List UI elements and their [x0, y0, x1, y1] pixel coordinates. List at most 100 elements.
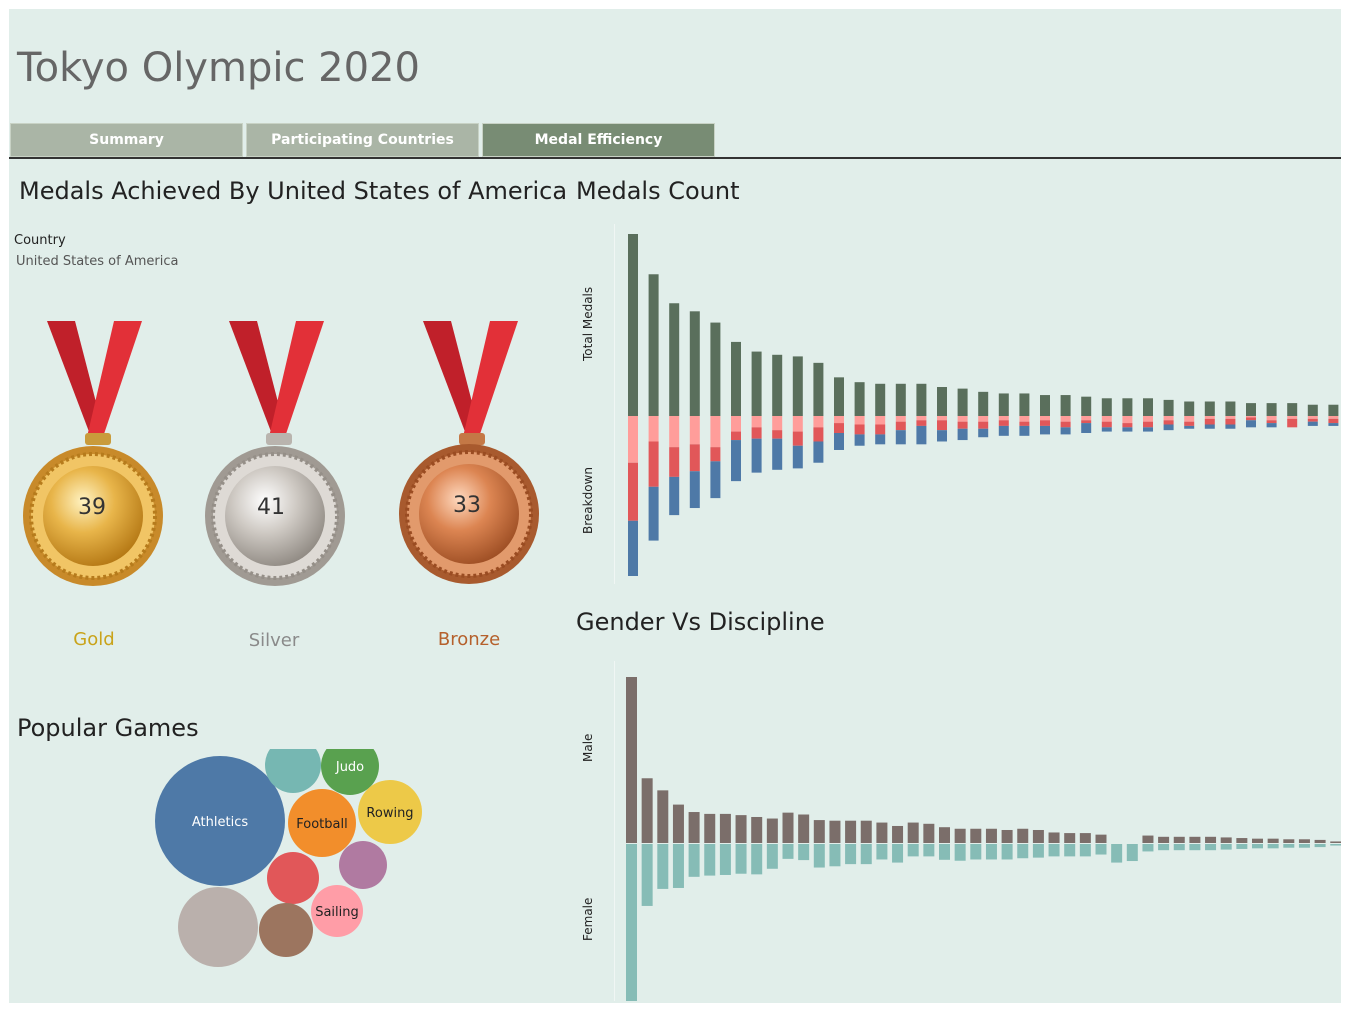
male-bar: [1079, 833, 1091, 843]
total-bar: [895, 383, 906, 416]
total-bar: [916, 383, 927, 416]
female-bar: [798, 844, 810, 861]
female-bar: [985, 844, 997, 860]
total-bar: [751, 351, 762, 416]
gold-breakdown-bar: [1204, 424, 1215, 429]
total-bar: [1060, 395, 1071, 416]
gold-breakdown-bar: [854, 434, 865, 446]
gold-breakdown-bar: [648, 486, 659, 541]
gold-breakdown-bar: [1101, 427, 1112, 432]
bronze-breakdown-bar: [1204, 416, 1215, 419]
silver-breakdown-bar: [1328, 418, 1339, 424]
bubble-label: Football: [296, 817, 347, 832]
bronze-breakdown-bar: [1081, 416, 1092, 421]
bronze-breakdown-bar: [1163, 416, 1174, 421]
female-bar: [704, 844, 716, 876]
total-bar: [834, 377, 844, 416]
male-bar: [719, 813, 731, 843]
total-bar: [1225, 401, 1236, 416]
male-bar: [892, 825, 904, 843]
tab-summary[interactable]: Summary: [10, 123, 243, 157]
female-bar: [1079, 844, 1091, 857]
female-bar: [970, 844, 982, 860]
gold-breakdown-bar: [1019, 425, 1030, 436]
bronze-breakdown-bar: [648, 416, 659, 442]
gold-breakdown-bar: [937, 430, 947, 442]
bronze-breakdown-bar: [1060, 416, 1071, 422]
bronze-breakdown-bar: [1122, 416, 1133, 424]
breakdown-axis-label: Breakdown: [581, 467, 595, 534]
silver-breakdown-bar: [895, 421, 906, 431]
total-bar: [731, 341, 741, 416]
total-bar: [1246, 403, 1256, 416]
female-bar: [860, 844, 872, 865]
male-bar: [923, 823, 935, 843]
tab-participating-countries[interactable]: Participating Countries: [246, 123, 479, 157]
male-bar: [876, 822, 888, 843]
popular-games-bubble-chart: Athletics Judo Football Rowing Sailing: [155, 749, 422, 967]
gold-count: 39: [78, 495, 106, 520]
silver-breakdown-bar: [731, 431, 741, 441]
tab-medal-efficiency[interactable]: Medal Efficiency: [482, 123, 715, 157]
gold-breakdown-bar: [1184, 425, 1195, 429]
gold-breakdown-bar: [669, 476, 680, 516]
female-bar: [688, 844, 700, 877]
female-bar: [641, 844, 653, 906]
bubble-unlabeled-6: [339, 841, 387, 889]
female-bar: [735, 844, 747, 874]
male-bar: [672, 804, 684, 843]
total-bar: [772, 354, 783, 416]
total-bar: [1184, 401, 1195, 416]
country-filter-value[interactable]: United States of America: [16, 254, 179, 269]
male-bar: [798, 814, 810, 843]
silver-breakdown-bar: [813, 427, 824, 442]
silver-breakdown-bar: [1040, 420, 1050, 426]
female-bar: [923, 844, 935, 857]
female-bar: [892, 844, 904, 863]
bronze-breakdown-bar: [1246, 416, 1256, 418]
silver-breakdown-bar: [1184, 421, 1195, 426]
silver-breakdown-bar: [1225, 418, 1236, 425]
female-bar: [1252, 844, 1263, 849]
female-bar: [1001, 844, 1013, 860]
silver-breakdown-bar: [1101, 421, 1112, 428]
male-bar: [860, 820, 872, 843]
bronze-breakdown-bar: [1328, 416, 1339, 419]
silver-breakdown-bar: [1307, 418, 1318, 422]
male-bar: [1252, 838, 1263, 843]
male-bar: [1001, 829, 1013, 843]
silver-breakdown-bar: [1266, 420, 1277, 424]
male-bar: [1283, 839, 1295, 843]
gold-breakdown-bar: [1122, 427, 1133, 432]
female-bar: [751, 844, 763, 875]
silver-breakdown-bar: [1246, 417, 1256, 421]
male-bar: [907, 822, 919, 843]
gold-breakdown-bar: [772, 438, 783, 470]
silver-breakdown-bar: [669, 447, 680, 477]
bubble-label: Judo: [335, 760, 364, 775]
male-bar: [735, 815, 747, 843]
bronze-breakdown-bar: [792, 416, 803, 432]
female-bar: [1126, 844, 1138, 862]
bronze-breakdown-bar: [895, 416, 906, 422]
total-bar: [957, 388, 968, 416]
silver-breakdown-bar: [916, 420, 927, 426]
female-bar: [845, 844, 857, 865]
silver-breakdown-bar: [772, 430, 783, 439]
male-bar: [939, 827, 950, 843]
gold-breakdown-bar: [834, 432, 844, 450]
male-bar: [1064, 833, 1076, 843]
female-bar: [1236, 844, 1248, 849]
dashboard: Tokyo Olympic 2020 Summary Participating…: [9, 9, 1341, 1003]
male-bar: [688, 812, 700, 843]
female-bar: [1173, 844, 1185, 851]
male-bar: [1158, 836, 1170, 843]
female-bar: [1205, 844, 1217, 851]
total-bar: [998, 393, 1009, 416]
bronze-breakdown-bar: [689, 416, 700, 445]
page-title: Tokyo Olympic 2020: [17, 45, 420, 91]
total-bar: [1101, 398, 1112, 416]
female-bar: [719, 844, 731, 875]
silver-breakdown-bar: [978, 421, 989, 429]
female-bar: [1158, 844, 1170, 851]
